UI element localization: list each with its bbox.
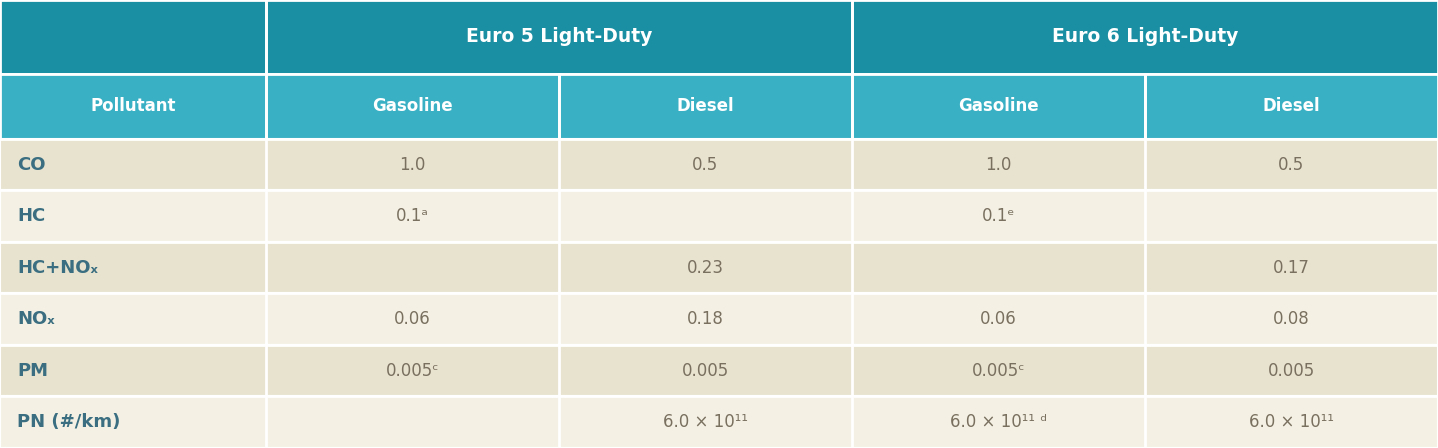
Text: 0.08: 0.08 — [1273, 310, 1310, 328]
Text: 6.0 × 10¹¹: 6.0 × 10¹¹ — [663, 413, 748, 431]
Text: Euro 5 Light-Duty: Euro 5 Light-Duty — [466, 27, 651, 47]
Bar — [0, 139, 1438, 190]
Text: Diesel: Diesel — [676, 97, 735, 116]
Bar — [1145, 74, 1438, 139]
Bar — [0, 0, 266, 74]
Text: 0.005: 0.005 — [1268, 362, 1316, 380]
Bar — [266, 0, 851, 74]
Bar — [559, 74, 851, 139]
Text: HC: HC — [17, 207, 46, 225]
Text: 0.5: 0.5 — [1278, 155, 1304, 174]
Text: PN (#/km): PN (#/km) — [17, 413, 121, 431]
Text: HC+NOₓ: HC+NOₓ — [17, 258, 98, 277]
Text: 0.1ᵃ: 0.1ᵃ — [395, 207, 429, 225]
Text: PM: PM — [17, 362, 49, 380]
Text: Gasoline: Gasoline — [958, 97, 1038, 116]
Bar — [0, 242, 1438, 293]
Bar — [0, 74, 266, 139]
Text: NOₓ: NOₓ — [17, 310, 55, 328]
Text: 0.06: 0.06 — [981, 310, 1017, 328]
Text: 0.005: 0.005 — [682, 362, 729, 380]
Text: 0.18: 0.18 — [687, 310, 723, 328]
Text: 0.005ᶜ: 0.005ᶜ — [972, 362, 1025, 380]
Text: Pollutant: Pollutant — [91, 97, 175, 116]
Bar — [851, 74, 1145, 139]
Bar — [0, 293, 1438, 345]
Text: 0.005ᶜ: 0.005ᶜ — [385, 362, 439, 380]
Text: 1.0: 1.0 — [400, 155, 426, 174]
Text: 6.0 × 10¹¹ ᵈ: 6.0 × 10¹¹ ᵈ — [951, 413, 1047, 431]
Text: 0.5: 0.5 — [692, 155, 719, 174]
Text: 1.0: 1.0 — [985, 155, 1011, 174]
Text: Euro 6 Light-Duty: Euro 6 Light-Duty — [1051, 27, 1238, 47]
Bar — [0, 396, 1438, 448]
Bar — [0, 345, 1438, 396]
Text: Diesel: Diesel — [1263, 97, 1320, 116]
Bar — [266, 74, 559, 139]
Text: 6.0 × 10¹¹: 6.0 × 10¹¹ — [1250, 413, 1334, 431]
Text: 0.17: 0.17 — [1273, 258, 1310, 277]
Bar — [851, 0, 1438, 74]
Bar — [0, 190, 1438, 242]
Text: 0.06: 0.06 — [394, 310, 430, 328]
Text: CO: CO — [17, 155, 46, 174]
Text: 0.23: 0.23 — [687, 258, 723, 277]
Text: 0.1ᵉ: 0.1ᵉ — [982, 207, 1015, 225]
Text: Gasoline: Gasoline — [372, 97, 453, 116]
